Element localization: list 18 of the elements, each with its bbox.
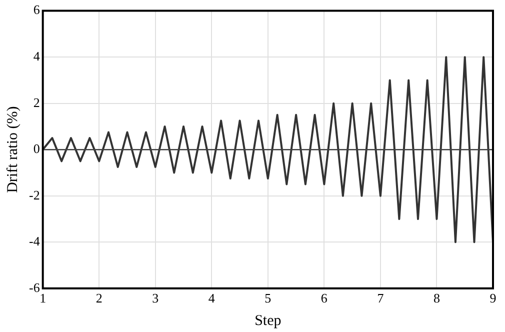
y-tick-label: -2 xyxy=(28,187,40,202)
y-tick-label: -6 xyxy=(28,280,40,295)
y-tick-label: 6 xyxy=(33,2,40,18)
x-tick-label: 3 xyxy=(152,290,159,306)
y-tick-label: 2 xyxy=(33,94,40,110)
x-tick-label: 6 xyxy=(320,290,328,306)
y-tick-label: -4 xyxy=(28,234,40,249)
x-tick-label: 9 xyxy=(490,290,496,306)
x-tick-label: 2 xyxy=(96,290,102,306)
y-axis-title: Drift ratio (%) xyxy=(4,106,21,193)
x-tick-label: 8 xyxy=(433,290,440,306)
x-tick-label: 7 xyxy=(377,290,384,306)
x-tick-label: 5 xyxy=(264,290,272,306)
x-tick-label: 1 xyxy=(40,290,46,306)
y-tick-label: 4 xyxy=(33,48,40,64)
x-tick-label: 4 xyxy=(208,290,216,306)
x-axis-title: Step xyxy=(254,312,282,329)
y-tick-label: 0 xyxy=(33,141,40,156)
